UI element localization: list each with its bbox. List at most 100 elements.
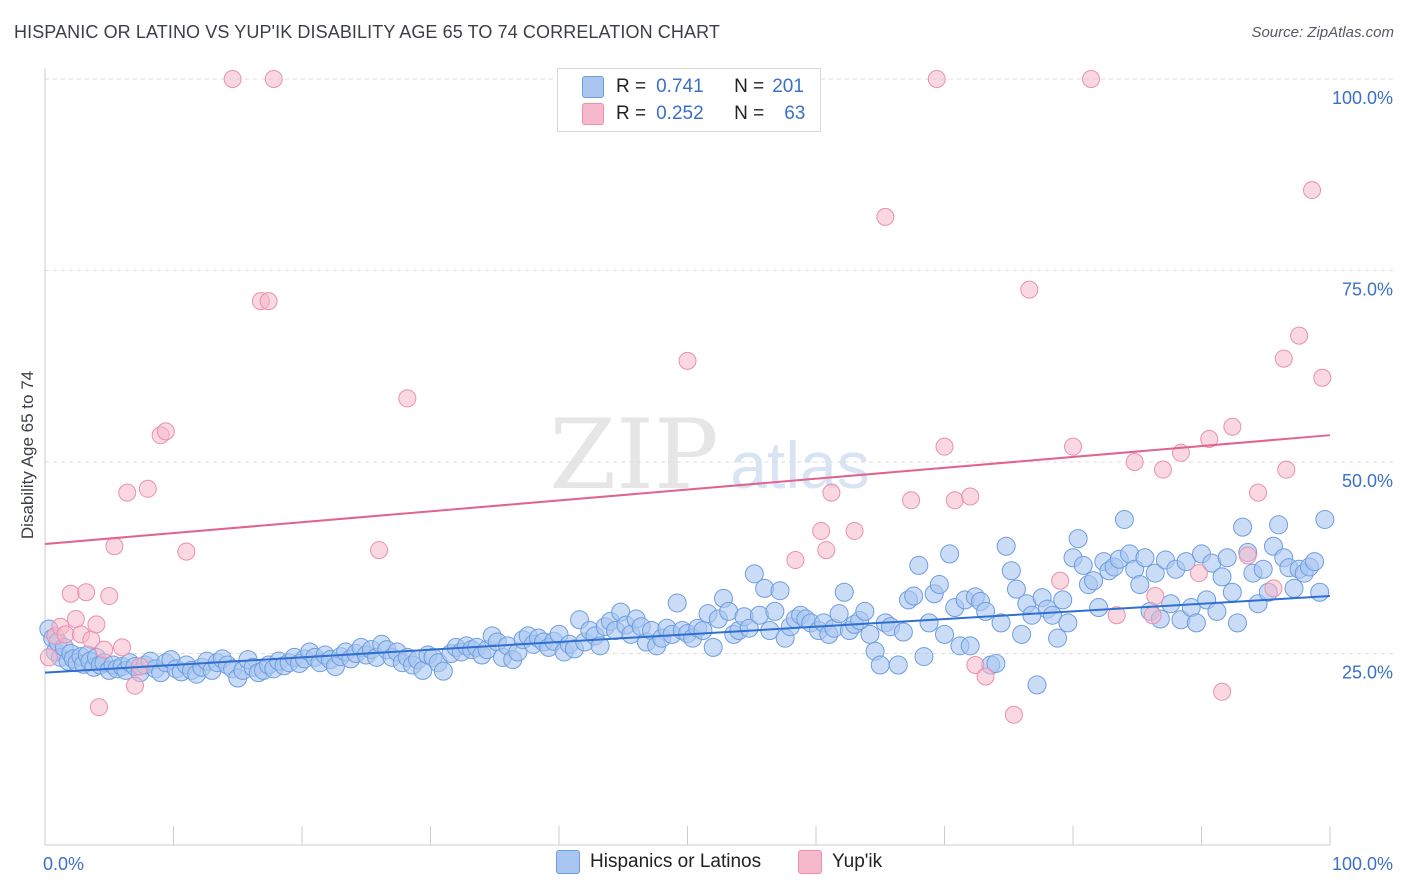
- legend-item-hispanics: Hispanics or Latinos: [556, 850, 761, 874]
- data-point-yupik: [1107, 606, 1126, 625]
- legend-item-yupik: Yup'ik: [798, 850, 882, 874]
- data-point-yupik: [138, 479, 157, 498]
- data-point-hispanics: [960, 636, 980, 656]
- legend-n-value: 201: [772, 76, 804, 97]
- data-point-yupik: [1143, 606, 1162, 625]
- data-point-yupik: [1189, 564, 1208, 583]
- data-point-hispanics: [1048, 628, 1068, 648]
- data-point-yupik: [902, 491, 921, 510]
- series-hispanics-or-latinos: [39, 509, 1335, 695]
- legend-row-hispanics: R = 0.741 N = 201: [582, 74, 804, 100]
- data-point-hispanics: [1006, 579, 1026, 599]
- data-point-hispanics: [870, 655, 890, 675]
- x-tick-label: 100.0%: [1332, 854, 1393, 874]
- data-point-yupik: [876, 207, 895, 226]
- data-point-hispanics: [1135, 548, 1155, 568]
- data-point-yupik: [56, 625, 75, 644]
- data-point-yupik: [961, 487, 980, 506]
- data-point-hispanics: [1207, 601, 1227, 621]
- series-yupik: [39, 70, 1332, 724]
- data-point-hispanics: [433, 661, 453, 681]
- data-point-yupik: [1064, 437, 1082, 456]
- legend-swatch-pink: [798, 850, 822, 874]
- data-point-hispanics: [888, 655, 908, 675]
- data-point-hispanics: [929, 575, 949, 595]
- data-point-hispanics: [834, 582, 854, 602]
- data-point-yupik: [678, 351, 697, 370]
- data-point-hispanics: [1027, 675, 1047, 695]
- data-point-yupik: [118, 483, 137, 502]
- data-point-hispanics: [829, 604, 849, 624]
- data-point-yupik: [87, 615, 106, 634]
- data-point-hispanics: [996, 536, 1016, 556]
- data-point-yupik: [1081, 70, 1100, 88]
- data-point-yupik: [1238, 546, 1257, 565]
- legend-r-label: R =: [616, 76, 647, 97]
- data-point-hispanics: [693, 621, 713, 641]
- data-point-hispanics: [855, 601, 875, 621]
- data-point-yupik: [113, 638, 132, 657]
- data-point-hispanics: [1253, 559, 1273, 579]
- data-point-hispanics: [935, 624, 954, 644]
- data-point-hispanics: [703, 637, 723, 657]
- data-point-yupik: [100, 587, 119, 606]
- data-point-hispanics: [1176, 552, 1196, 572]
- data-point-hispanics: [904, 586, 924, 606]
- legend-r-label: R =: [616, 103, 647, 124]
- data-point-yupik: [66, 610, 85, 629]
- data-point-yupik: [1200, 430, 1219, 449]
- data-point-yupik: [1153, 460, 1172, 479]
- data-point-hispanics: [739, 618, 759, 638]
- data-point-yupik: [1213, 682, 1232, 701]
- data-point-yupik: [966, 655, 985, 674]
- data-point-hispanics: [860, 624, 880, 644]
- data-point-hispanics: [1217, 548, 1237, 568]
- chart-title: HISPANIC OR LATINO VS YUP'IK DISABILITY …: [14, 22, 720, 42]
- data-point-hispanics: [744, 564, 764, 584]
- legend-swatch-blue: [556, 850, 580, 874]
- data-point-yupik: [1313, 368, 1332, 387]
- data-point-yupik: [976, 667, 995, 686]
- data-point-yupik: [945, 491, 964, 510]
- data-point-hispanics: [991, 613, 1011, 633]
- data-point-hispanics: [1310, 582, 1330, 602]
- data-point-hispanics: [1001, 561, 1021, 581]
- data-point-hispanics: [1053, 590, 1073, 610]
- data-point-yupik: [1303, 181, 1322, 200]
- data-point-yupik: [223, 70, 242, 88]
- data-point-hispanics: [1145, 563, 1165, 583]
- legend-swatch-pink: [582, 103, 604, 125]
- legend-swatch-blue: [582, 76, 604, 98]
- data-point-yupik: [259, 292, 278, 311]
- data-point-hispanics: [909, 555, 929, 575]
- data-point-yupik: [812, 521, 831, 540]
- data-point-yupik: [935, 437, 954, 456]
- data-point-hispanics: [765, 601, 785, 621]
- data-point-hispanics: [893, 622, 913, 642]
- data-point-yupik: [39, 648, 58, 667]
- y-tick-label: 50.0%: [1342, 471, 1393, 491]
- data-point-yupik: [845, 521, 864, 540]
- data-point-yupik: [1290, 326, 1309, 345]
- data-point-hispanics: [1305, 552, 1325, 572]
- trend-line-yupik: [44, 434, 1331, 545]
- data-point-hispanics: [1186, 613, 1206, 633]
- data-point-yupik: [1146, 587, 1165, 606]
- data-point-yupik: [1277, 460, 1296, 479]
- legend-n-label: N =: [734, 76, 765, 97]
- y-tick-label: 25.0%: [1342, 663, 1393, 683]
- data-point-hispanics: [1222, 582, 1242, 602]
- data-point-hispanics: [1269, 515, 1289, 535]
- data-point-hispanics: [1212, 567, 1232, 587]
- data-point-yupik: [1274, 349, 1293, 368]
- data-point-yupik: [177, 542, 196, 561]
- axes: [44, 68, 1331, 846]
- legend-row-yupik: R = 0.252 N = 63: [582, 101, 805, 127]
- data-point-hispanics: [770, 581, 790, 601]
- data-point-hispanics: [1084, 571, 1104, 591]
- data-point-yupik: [398, 389, 417, 408]
- data-point-hispanics: [1161, 594, 1181, 614]
- data-point-hispanics: [1068, 529, 1088, 549]
- data-point-yupik: [370, 541, 389, 560]
